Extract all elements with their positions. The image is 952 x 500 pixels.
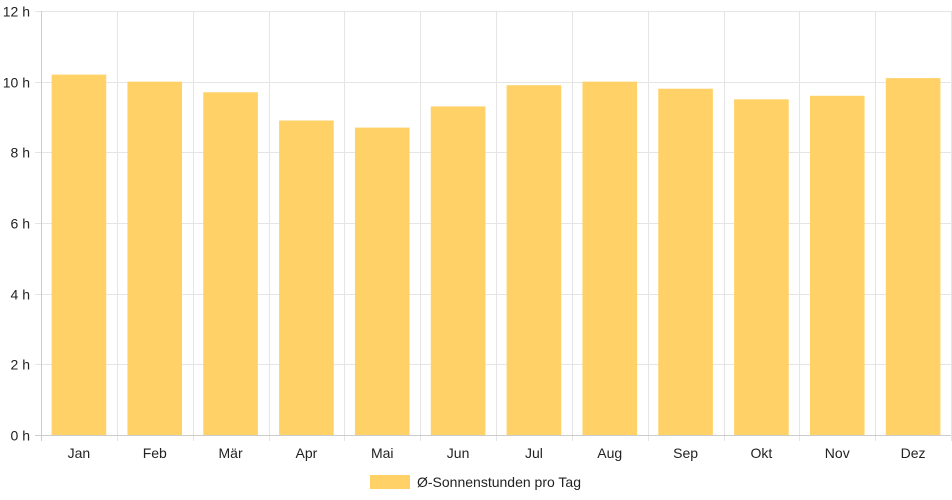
x-tick-label: Mai (371, 445, 394, 461)
x-tick-label: Sep (673, 445, 698, 461)
x-axis-ticks: Jan Feb Mär Apr Mai Jun Jul Aug Sep Okt Nov Dez (68, 445, 926, 461)
x-tick-label: Jun (447, 445, 470, 461)
x-tick-label: Aug (597, 445, 622, 461)
x-tick-label: Feb (143, 445, 167, 461)
x-tick-label: Okt (751, 445, 773, 461)
y-tick-label: 6 h (11, 216, 30, 232)
bars (51, 74, 941, 436)
bar-okt[interactable] (734, 99, 789, 435)
bar-jun[interactable] (430, 106, 486, 436)
x-tick-label: Mär (219, 445, 243, 461)
y-tick-label: 8 h (11, 145, 30, 161)
legend-swatch (370, 475, 410, 489)
y-axis-ticks: 0 h 2 h 4 h 6 h 8 h 10 h 12 h (3, 4, 30, 444)
bar-sep[interactable] (658, 88, 713, 435)
bar-feb[interactable] (127, 81, 183, 436)
bar-aug[interactable] (582, 81, 638, 436)
bar-dez[interactable] (885, 78, 941, 435)
x-tick-label: Dez (901, 445, 926, 461)
bar-jan[interactable] (51, 74, 107, 435)
x-tick-label: Nov (825, 445, 850, 461)
legend-label: Ø-Sonnenstunden pro Tag (417, 474, 581, 490)
bar-nov[interactable] (809, 95, 865, 436)
y-tick-label: 10 h (3, 75, 30, 91)
bar-mär[interactable] (203, 92, 258, 436)
x-tick-label: Jul (525, 445, 543, 461)
x-tick-label: Apr (296, 445, 318, 461)
x-tick-label: Jan (68, 445, 91, 461)
bar-jul[interactable] (506, 85, 562, 435)
bar-apr[interactable] (279, 120, 334, 436)
y-tick-label: 4 h (11, 287, 30, 303)
y-tick-label: 2 h (11, 357, 30, 373)
legend[interactable]: Ø-Sonnenstunden pro Tag (370, 474, 581, 490)
bar-mai[interactable] (354, 127, 410, 435)
y-tick-label: 12 h (3, 4, 30, 20)
y-tick-label: 0 h (11, 428, 30, 444)
grid-lines (35, 11, 952, 441)
